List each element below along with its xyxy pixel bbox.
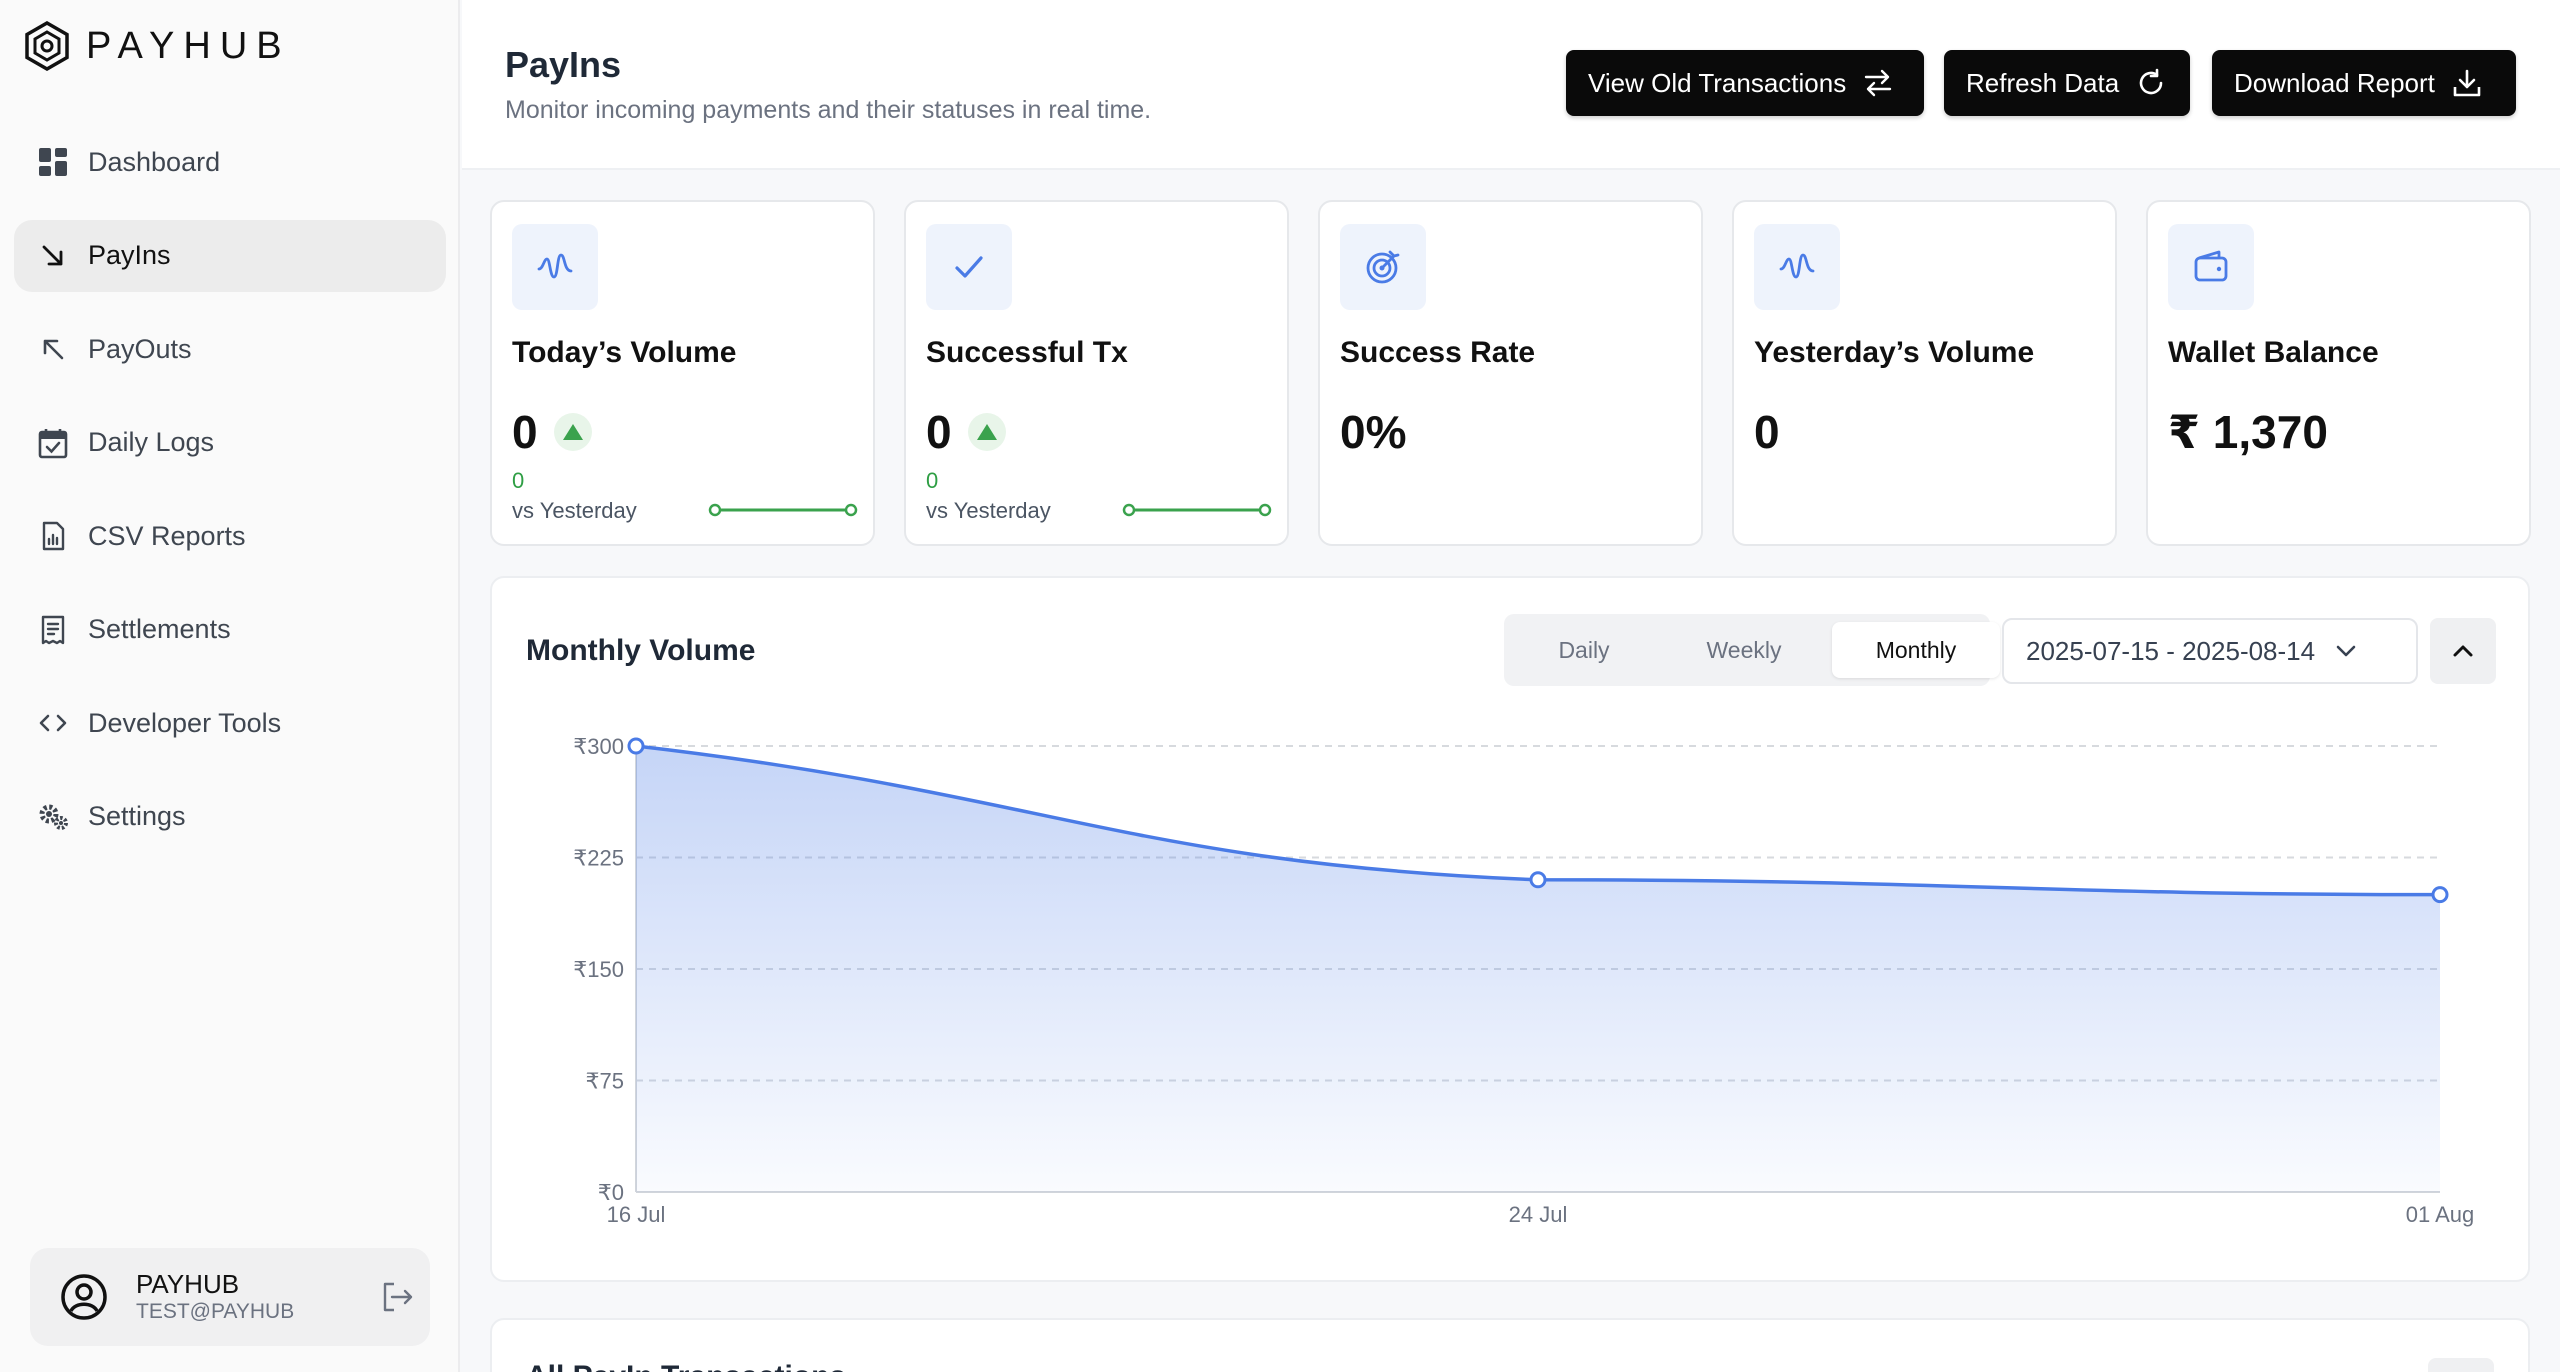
stat-label: Wallet Balance: [2168, 336, 2379, 369]
calendar-check-icon: [36, 426, 70, 460]
stat-comparison: vs Yesterday: [512, 498, 637, 523]
trend-up-icon: [553, 413, 592, 451]
stat-card-todays-volume: Today’s Volume 0 0 vs Yesterday: [490, 200, 875, 546]
chevron-up-icon: [2453, 645, 2473, 657]
sparkline: [1122, 503, 1272, 517]
collapse-transactions-button[interactable]: [2428, 1358, 2494, 1372]
stat-label: Success Rate: [1340, 336, 1536, 369]
sidebar-item-settlements[interactable]: Settlements: [14, 594, 446, 666]
stat-value: 0: [512, 406, 538, 458]
download-icon: [2453, 69, 2481, 97]
sidebar-item-label: PayIns: [88, 240, 171, 270]
date-range-value: 2025-07-15 - 2025-08-14: [2026, 635, 2316, 666]
y-tick-label: ₹75: [586, 1069, 624, 1094]
stat-value: 0: [926, 406, 952, 458]
user-email: TEST@PAYHUB: [136, 1300, 295, 1323]
stat-delta: 0: [926, 468, 939, 493]
view-old-transactions-button[interactable]: View Old Transactions: [1566, 50, 1924, 116]
stat-value: 0%: [1340, 406, 1407, 458]
stat-delta: 0: [512, 468, 525, 493]
period-toggle: Daily Weekly Monthly: [1504, 614, 2000, 686]
page-subtitle: Monitor incoming payments and their stat…: [505, 96, 1152, 124]
y-tick-label: ₹150: [573, 957, 624, 982]
stat-label: Yesterday’s Volume: [1754, 336, 2035, 369]
sidebar-item-label: CSV Reports: [88, 520, 246, 551]
user-name: PAYHUB: [136, 1269, 240, 1299]
sidebar-item-label: Developer Tools: [88, 707, 282, 738]
date-range-select[interactable]: 2025-07-15 - 2025-08-14: [2002, 618, 2418, 684]
stat-label: Successful Tx: [926, 336, 1128, 369]
sidebar-item-label: Dashboard: [88, 146, 221, 177]
user-card[interactable]: PAYHUB TEST@PAYHUB: [30, 1248, 430, 1346]
stat-comparison: vs Yesterday: [926, 498, 1051, 523]
y-tick-label: ₹225: [573, 846, 624, 871]
refresh-data-button[interactable]: Refresh Data: [1944, 50, 2190, 116]
trend-up-icon: [967, 413, 1006, 451]
arrow-down-right-icon: [36, 239, 70, 273]
x-tick-label: 16 Jul: [607, 1202, 666, 1227]
sidebar-item-payouts[interactable]: PayOuts: [14, 313, 446, 385]
y-tick-label: ₹0: [598, 1180, 624, 1205]
page-title: PayIns: [505, 44, 622, 85]
logout-icon[interactable]: [378, 1278, 416, 1316]
sidebar-item-label: PayOuts: [88, 333, 192, 364]
data-point: [2431, 886, 2449, 904]
tab-daily[interactable]: Daily: [1558, 636, 1610, 663]
transactions-title: All PayIn Transactions: [526, 1360, 846, 1372]
sidebar-item-daily-logs[interactable]: Daily Logs: [14, 407, 446, 479]
stat-card-successful-tx: Successful Tx 0 0 vs Yesterday: [904, 200, 1289, 546]
page-header: PayIns Monitor incoming payments and the…: [462, 0, 2560, 170]
sidebar-item-label: Daily Logs: [88, 427, 215, 457]
sidebar-item-settings[interactable]: Settings: [14, 781, 446, 853]
chevron-down-icon: [2336, 645, 2356, 657]
code-icon: [36, 706, 70, 740]
tab-weekly[interactable]: Weekly: [1706, 636, 1782, 663]
volume-area-chart: ₹0 ₹75 ₹150 ₹225 ₹300 16 Jul 24 Jul 01 Aug: [573, 734, 2475, 1227]
x-tick-label: 01 Aug: [2406, 1202, 2475, 1227]
target-icon: [1340, 224, 1426, 310]
refresh-icon: [2139, 68, 2163, 95]
hexagon-logo-icon: [25, 21, 69, 71]
brand-name: PAYHUB: [86, 24, 291, 67]
sidebar-item-csv-reports[interactable]: CSV Reports: [14, 500, 446, 572]
sidebar: PAYHUB Dashboard PayIns PayOuts Daily Lo…: [0, 0, 460, 1372]
sparkline: [708, 503, 858, 517]
gears-icon: [36, 800, 70, 834]
sidebar-item-label: Settlements: [88, 614, 231, 644]
wallet-icon: [2168, 224, 2254, 310]
sidebar-nav: Dashboard PayIns PayOuts Daily Logs CSV …: [14, 126, 446, 874]
stat-card-success-rate: Success Rate 0%: [1318, 200, 1703, 546]
check-icon: [926, 224, 1012, 310]
swap-arrows-icon: [1865, 69, 1892, 97]
stat-value: ₹ 1,370: [2168, 406, 2328, 458]
activity-icon: [512, 224, 598, 310]
transactions-panel: All PayIn Transactions: [490, 1318, 2530, 1372]
stat-value: 0: [1754, 406, 1780, 458]
sidebar-item-label: Settings: [88, 801, 186, 831]
stat-card-yesterdays-volume: Yesterday’s Volume 0: [1732, 200, 2117, 546]
volume-chart-panel: Monthly Volume Daily Weekly Monthly 2025…: [490, 576, 2530, 1282]
stat-card-wallet-balance: Wallet Balance ₹ 1,370: [2146, 200, 2531, 546]
receipt-icon: [36, 613, 70, 647]
user-avatar-icon: [61, 1274, 107, 1320]
dashboard-icon: [36, 145, 70, 179]
stat-label: Today’s Volume: [512, 336, 737, 369]
series-area: [636, 746, 2440, 1192]
arrow-up-left-icon: [36, 332, 70, 366]
tab-monthly[interactable]: Monthly: [1832, 622, 2000, 678]
collapse-chart-button[interactable]: [2430, 618, 2496, 684]
brand-logo[interactable]: PAYHUB: [24, 20, 291, 72]
download-report-button[interactable]: Download Report: [2212, 50, 2516, 116]
activity-icon: [1754, 224, 1840, 310]
sidebar-item-developer-tools[interactable]: Developer Tools: [14, 687, 446, 759]
data-point: [627, 737, 645, 755]
sidebar-item-dashboard[interactable]: Dashboard: [14, 126, 446, 198]
y-tick-label: ₹300: [573, 734, 624, 759]
sidebar-item-payins[interactable]: PayIns: [14, 219, 446, 292]
x-tick-label: 24 Jul: [1509, 1202, 1568, 1227]
data-point: [1529, 871, 1547, 889]
file-chart-icon: [36, 519, 70, 553]
chart-title: Monthly Volume: [526, 634, 756, 667]
